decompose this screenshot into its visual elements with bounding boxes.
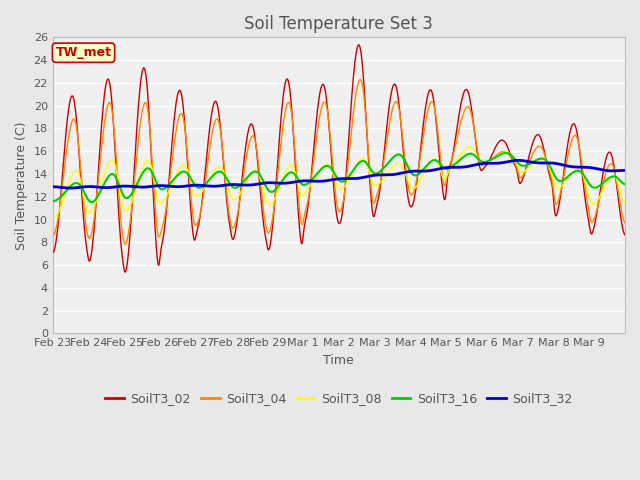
X-axis label: Time: Time — [323, 354, 354, 367]
Legend: SoilT3_02, SoilT3_04, SoilT3_08, SoilT3_16, SoilT3_32: SoilT3_02, SoilT3_04, SoilT3_08, SoilT3_… — [100, 387, 577, 410]
Title: Soil Temperature Set 3: Soil Temperature Set 3 — [244, 15, 433, 33]
Y-axis label: Soil Temperature (C): Soil Temperature (C) — [15, 121, 28, 250]
Text: TW_met: TW_met — [56, 46, 111, 59]
